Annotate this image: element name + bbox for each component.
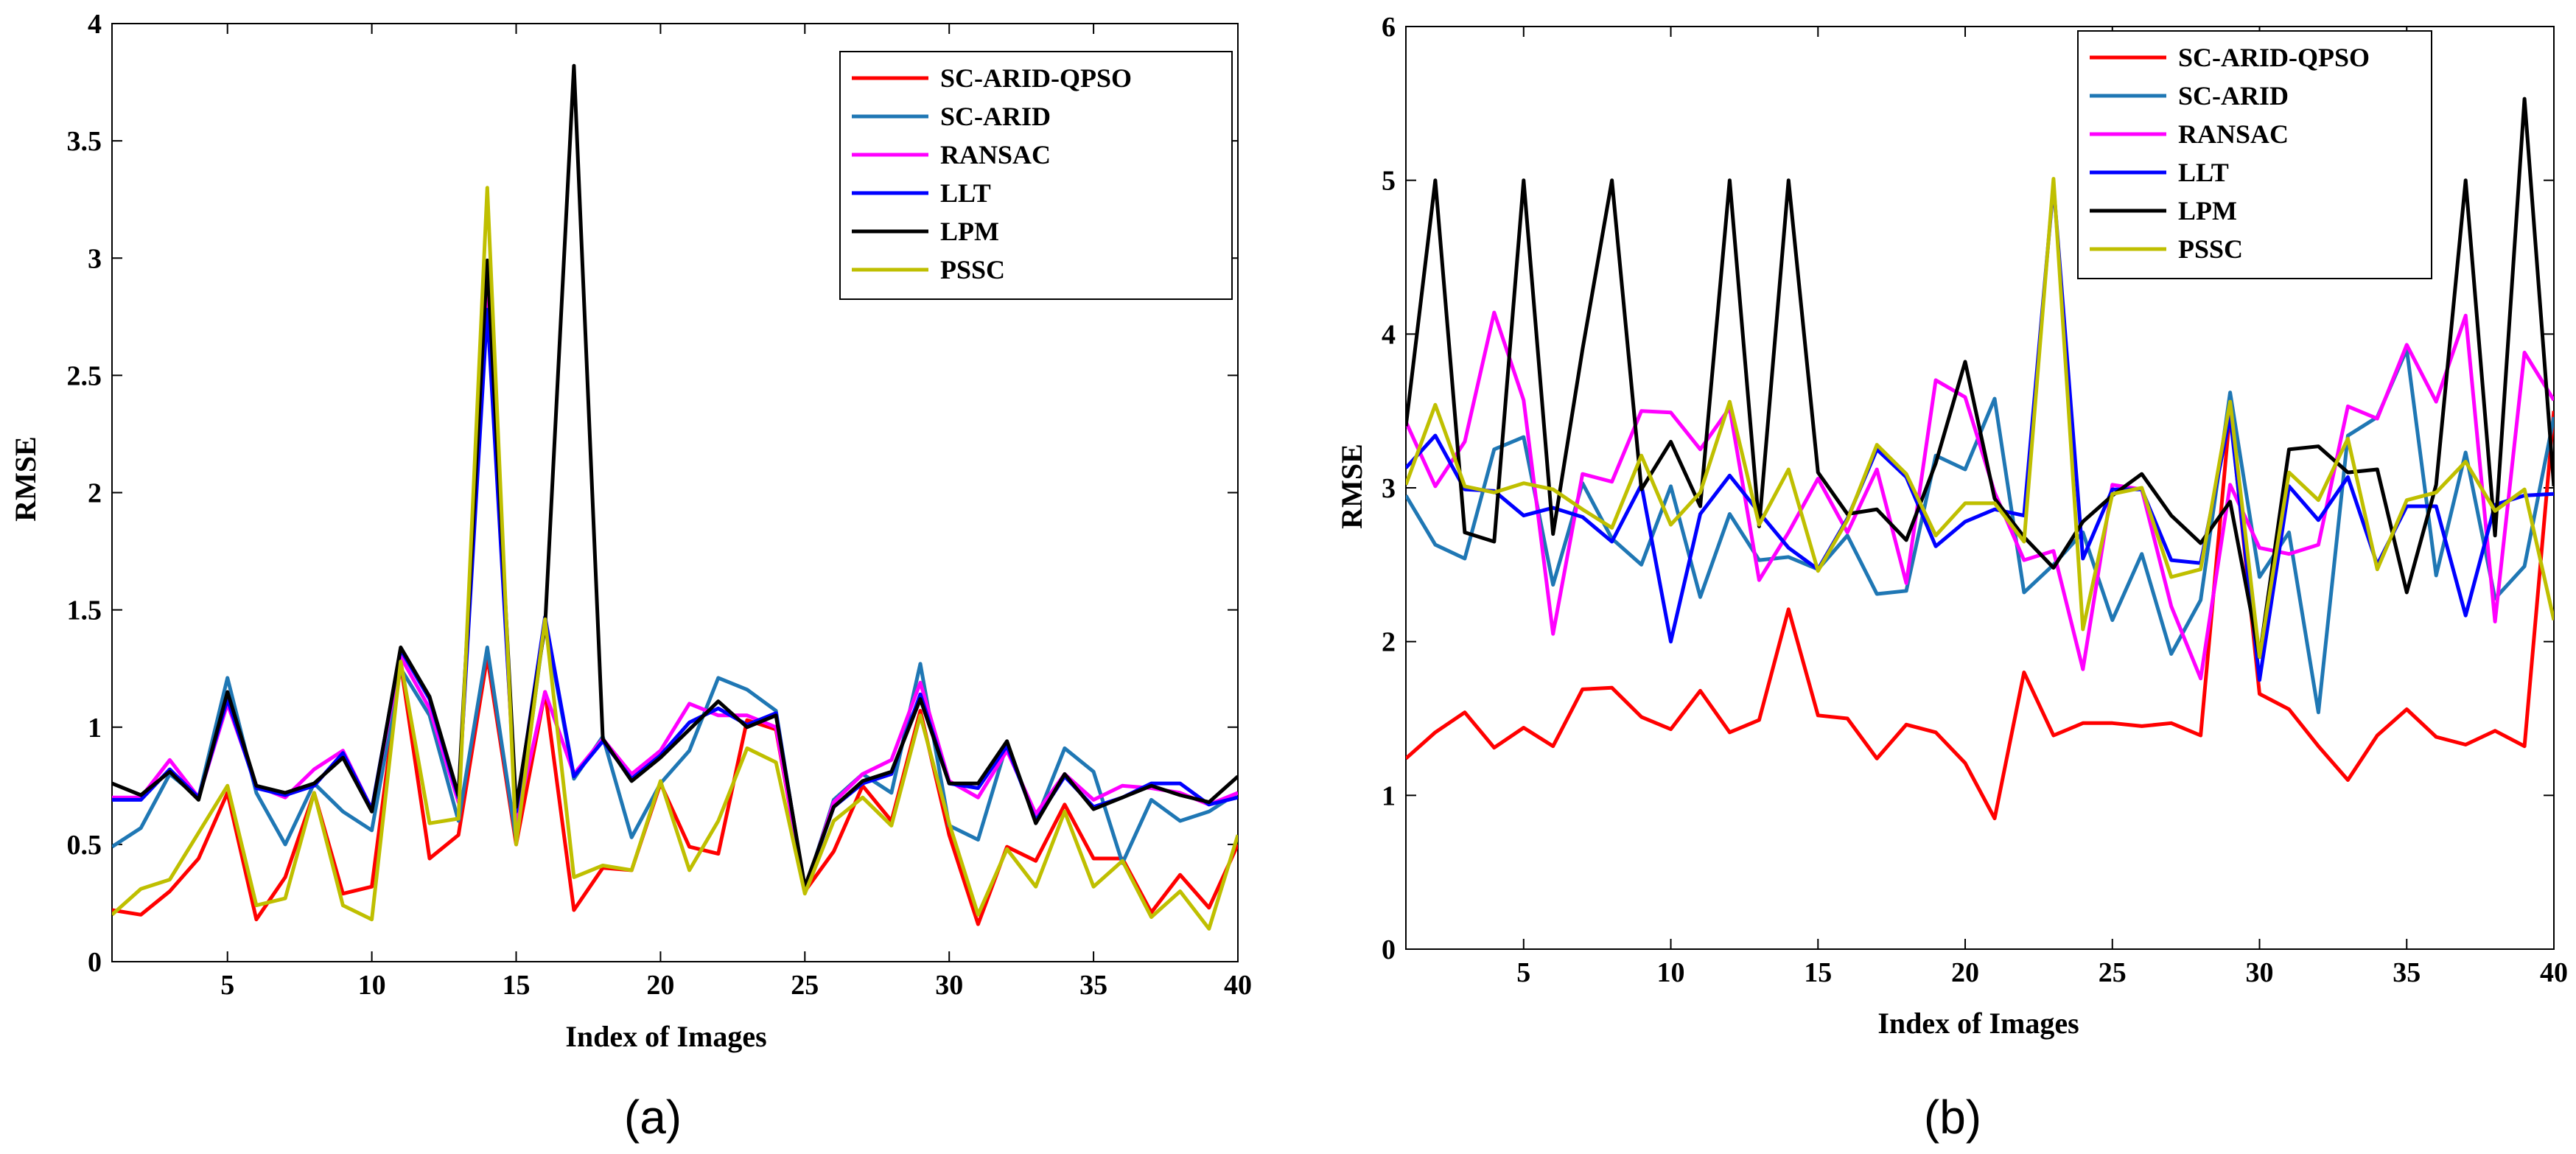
- x-axis-title-b: Index of Images: [1877, 1007, 2079, 1040]
- y-tick-label: 0.5: [67, 830, 102, 861]
- chart-panel-b: 5 10 15 20 25 30 35 40 0 1 2 3 4 5 6 Index of Images R…: [1335, 12, 2568, 1144]
- series-line-pssc: [1406, 177, 2554, 659]
- chart-panel-a: 5 10 15 20 25 30 35 40 0 0.5 1 1.5 2 2.5 3 3.5 4 Index o…: [9, 9, 1252, 1144]
- x-tick-label: 35: [2393, 957, 2421, 988]
- tick-labels-a: 5 10 15 20 25 30 35 40 0 0.5 1 1.5 2 2.5 3 3.5 4: [67, 9, 1253, 1001]
- y-tick-label: 1: [88, 713, 102, 744]
- y-tick-label: 2: [88, 478, 102, 509]
- legend-label: RANSAC: [2178, 119, 2289, 149]
- panel-label-a: (a): [624, 1091, 682, 1144]
- x-tick-label: 25: [2099, 957, 2127, 988]
- y-tick-label: 4: [1382, 319, 1396, 350]
- y-tick-label: 3: [88, 243, 102, 274]
- legend-label: PSSC: [940, 255, 1005, 284]
- panel-label-b: (b): [1924, 1091, 1981, 1144]
- x-tick-label: 15: [1804, 957, 1832, 988]
- y-tick-label: 2.5: [67, 360, 102, 391]
- x-tick-label: 40: [1224, 970, 1252, 1001]
- series-line-ransac: [1406, 310, 2554, 681]
- legend-label: PSSC: [2178, 234, 2243, 264]
- series-line-pssc: [112, 186, 1238, 931]
- x-tick-label: 10: [1657, 957, 1685, 988]
- x-tick-label: 30: [935, 970, 963, 1001]
- y-tick-label: 5: [1382, 166, 1396, 197]
- series-line-sc-arid-qpso: [1406, 409, 2554, 821]
- x-tick-label: 40: [2540, 957, 2568, 988]
- x-tick-label: 20: [1951, 957, 1979, 988]
- tick-labels-b: 5 10 15 20 25 30 35 40 0 1 2 3 4 5 6: [1382, 12, 2568, 988]
- x-tick-label: 25: [791, 970, 819, 1001]
- x-tick-label: 35: [1079, 970, 1107, 1001]
- x-tick-label: 5: [1516, 957, 1530, 988]
- x-tick-label: 5: [220, 970, 234, 1001]
- x-tick-label: 10: [358, 970, 386, 1001]
- legend-label: SC-ARID: [940, 102, 1051, 131]
- y-tick-label: 0: [88, 947, 102, 978]
- legend-b: SC-ARID-QPSO SC-ARID RANSAC LLT LPM PSSC: [2077, 30, 2432, 279]
- y-tick-label: 6: [1382, 12, 1396, 43]
- series-line-sc-arid-qpso: [112, 654, 1238, 926]
- legend-label: SC-ARID: [2178, 81, 2289, 111]
- x-tick-label: 30: [2246, 957, 2274, 988]
- legend-label: SC-ARID-QPSO: [940, 63, 1132, 93]
- x-tick-label: 15: [503, 970, 531, 1001]
- series-line-lpm: [1406, 97, 2554, 659]
- legend-label: LPM: [2178, 196, 2237, 225]
- y-tick-label: 3: [1382, 473, 1396, 504]
- y-tick-label: 1.5: [67, 595, 102, 626]
- legend-box: [2077, 30, 2432, 279]
- series-line-sc-arid: [112, 620, 1238, 893]
- series-line-ransac: [112, 279, 1238, 893]
- legend-label: LLT: [940, 178, 991, 208]
- y-tick-label: 1: [1382, 780, 1396, 811]
- legend-label: SC-ARID-QPSO: [2178, 43, 2370, 72]
- x-tick-label: 20: [646, 970, 674, 1001]
- series-layer-a: [112, 63, 1238, 931]
- y-tick-label: 2: [1382, 627, 1396, 658]
- y-tick-label: 4: [88, 9, 102, 40]
- y-tick-label: 3.5: [67, 126, 102, 157]
- legend-label: LPM: [940, 217, 999, 246]
- y-tick-label: 0: [1382, 934, 1396, 965]
- legend-label: LLT: [2178, 158, 2229, 187]
- series-layer-b: [1406, 97, 2554, 821]
- series-line-lpm: [112, 63, 1238, 889]
- x-axis-title-a: Index of Images: [565, 1020, 766, 1053]
- legend-a: SC-ARID-QPSO SC-ARID RANSAC LLT LPM PSSC: [839, 51, 1233, 300]
- legend-box: [839, 51, 1233, 300]
- y-axis-title-b: RMSE: [1335, 444, 1368, 529]
- y-axis-title-a: RMSE: [9, 436, 42, 522]
- series-line-llt: [1406, 183, 2554, 682]
- legend-label: RANSAC: [940, 140, 1051, 169]
